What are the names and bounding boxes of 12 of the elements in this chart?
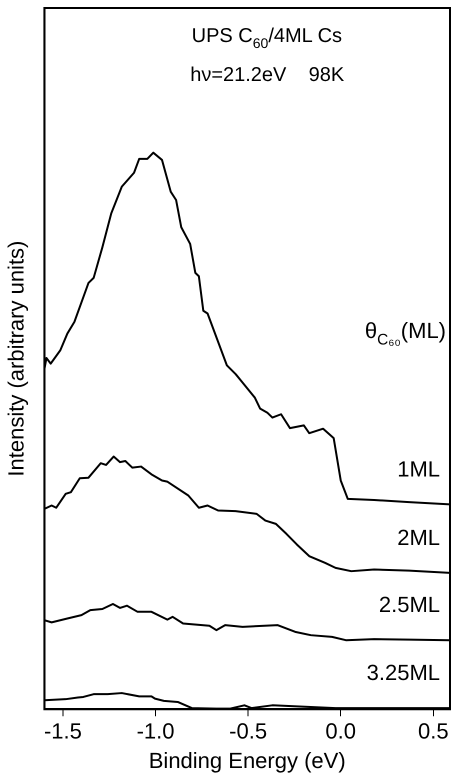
x-axis-title: Binding Energy (eV)	[148, 748, 346, 773]
x-tick-label: -0.5	[229, 718, 268, 744]
x-tick-label: -1.5	[44, 718, 82, 744]
series-label: 2.5ML	[378, 592, 440, 618]
series-label: 2ML	[397, 524, 440, 550]
x-tick-label: 0.5	[418, 718, 449, 744]
series-label: 3.25ML	[366, 660, 440, 686]
x-tick-label: 0.0	[325, 718, 356, 744]
y-axis-title: Intensity (arbitrary units)	[3, 240, 28, 477]
series-label: 1ML	[397, 456, 440, 482]
chart-subtitle: hν=21.2eV 98K	[190, 64, 345, 86]
x-tick-label: -1.0	[136, 718, 174, 744]
